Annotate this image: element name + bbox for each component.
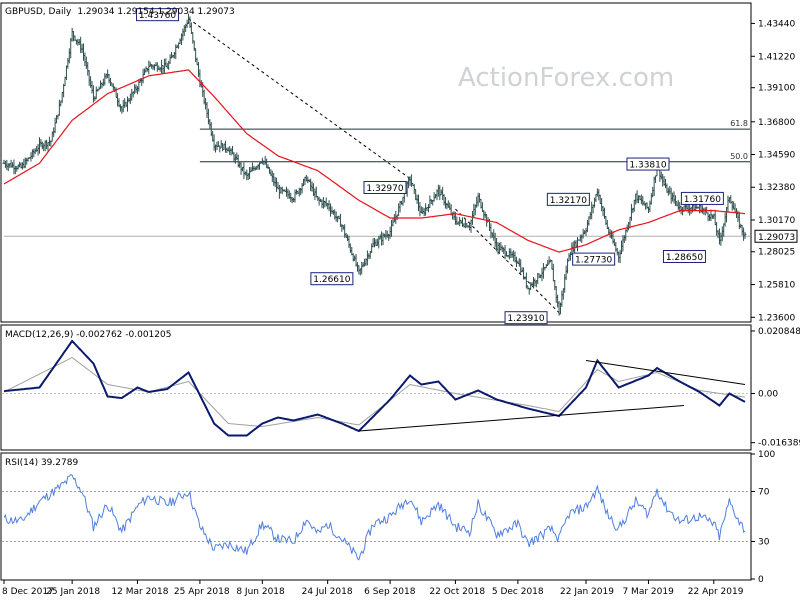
price-y-tick-label: 1.23600 xyxy=(758,313,795,323)
price-panel-frame xyxy=(0,2,752,323)
price-y-tick-label: 1.28025 xyxy=(758,248,795,258)
price-y-tick-label: 1.30170 xyxy=(758,216,795,226)
annotation-label: 1.23910 xyxy=(507,314,544,324)
annotation-box xyxy=(626,157,670,171)
annotation-box xyxy=(310,272,354,286)
price-y-tick-label: 1.36800 xyxy=(758,118,795,128)
rsi-y-tick-label: 30 xyxy=(758,538,770,548)
macd-signal-line xyxy=(3,356,746,428)
x-tick-label: 7 Mar 2019 xyxy=(622,587,674,597)
price-y-tick-label: 1.25810 xyxy=(758,281,795,291)
annotation-box xyxy=(546,192,590,206)
macd-trendline xyxy=(585,360,746,385)
price-annotation: 1.31760 xyxy=(680,191,724,205)
ohlc-bar xyxy=(743,231,747,239)
dashed-trendline xyxy=(455,208,560,314)
x-tick-label: 5 Dec 2018 xyxy=(492,587,544,597)
annotation-label: 1.26610 xyxy=(313,275,350,285)
price-y-tick-label: 1.39100 xyxy=(758,84,795,94)
x-tick-label: 8 Dec 2017 xyxy=(2,587,54,597)
ohlc-header-values: 1.29034 1.29154 1.29034 1.29073 xyxy=(77,7,234,17)
price-annotation: 1.23910 xyxy=(504,311,548,325)
moving-average-line xyxy=(3,69,746,253)
annotation-label: 1.43760 xyxy=(139,11,176,21)
x-tick-label: 25 Jan 2018 xyxy=(46,587,100,597)
macd-y-tick-label: -0.016389 xyxy=(758,439,800,449)
annotation-box xyxy=(363,180,407,194)
rsi-panel-frame xyxy=(0,452,752,581)
rsi-panel-header: RSI(14) 39.2789 xyxy=(5,458,78,468)
rsi-line xyxy=(3,474,746,561)
price-annotation: 1.32970 xyxy=(363,180,407,194)
last-price-box xyxy=(754,229,798,243)
annotation-label: 1.27730 xyxy=(575,256,612,266)
rsi-y-tick-label: 100 xyxy=(758,450,775,460)
symbol-title: GBPUSD, Daily xyxy=(5,7,72,17)
rsi-y-tick-label: 0 xyxy=(758,575,764,585)
price-annotation: 1.27730 xyxy=(572,252,616,266)
price-annotation: 1.28650 xyxy=(662,249,706,263)
x-tick-label: 22 Apr 2019 xyxy=(688,587,744,597)
macd-panel-frame xyxy=(0,324,752,451)
x-tick-label: 22 Jan 2019 xyxy=(560,587,614,597)
macd-line xyxy=(3,339,746,437)
macd-panel-header: MACD(12,26,9) -0.002762 -0.001205 xyxy=(5,330,171,340)
annotation-box xyxy=(504,311,548,325)
last-price-label: 1.29073 xyxy=(758,233,795,243)
price-annotation: 1.26610 xyxy=(310,272,354,286)
fib-level-label: 61.8 xyxy=(730,119,748,128)
watermark: ActionForex.com xyxy=(458,63,674,93)
annotation-label: 1.28650 xyxy=(666,253,703,263)
price-annotation: 1.32170 xyxy=(546,192,590,206)
price-y-tick-label: 1.34590 xyxy=(758,151,795,161)
macd-y-tick-label: 0.00 xyxy=(758,390,778,400)
price-y-tick-label: 1.43440 xyxy=(758,19,795,29)
fib-level-label: 50.0 xyxy=(730,152,748,161)
annotation-box xyxy=(680,191,724,205)
annotation-label: 1.32970 xyxy=(366,184,403,194)
annotation-box xyxy=(136,8,180,22)
x-tick-label: 8 Jun 2018 xyxy=(236,587,285,597)
x-tick-label: 24 Jul 2018 xyxy=(302,587,353,597)
price-annotation: 1.33810 xyxy=(626,157,670,171)
annotation-label: 1.33810 xyxy=(629,161,666,171)
macd-y-tick-label: 0.020848 xyxy=(758,327,800,337)
annotation-label: 1.31760 xyxy=(684,195,721,205)
price-y-tick-label: 1.32380 xyxy=(758,183,795,193)
x-tick-label: 12 Mar 2018 xyxy=(111,587,168,597)
price-annotation: 1.43760 xyxy=(136,8,180,22)
price-panel-header: GBPUSD, Daily 1.29034 1.29154 1.29034 1.2… xyxy=(5,7,235,17)
annotation-box xyxy=(572,252,616,266)
annotation-label: 1.32170 xyxy=(550,196,587,206)
price-y-tick-label: 1.41220 xyxy=(758,52,795,62)
x-tick-label: 25 Apr 2018 xyxy=(174,587,230,597)
annotation-box xyxy=(662,249,706,263)
macd-trendline xyxy=(358,405,684,432)
rsi-y-tick-label: 70 xyxy=(758,488,770,498)
x-tick-label: 6 Sep 2018 xyxy=(364,587,416,597)
x-tick-label: 22 Oct 2018 xyxy=(429,587,485,597)
